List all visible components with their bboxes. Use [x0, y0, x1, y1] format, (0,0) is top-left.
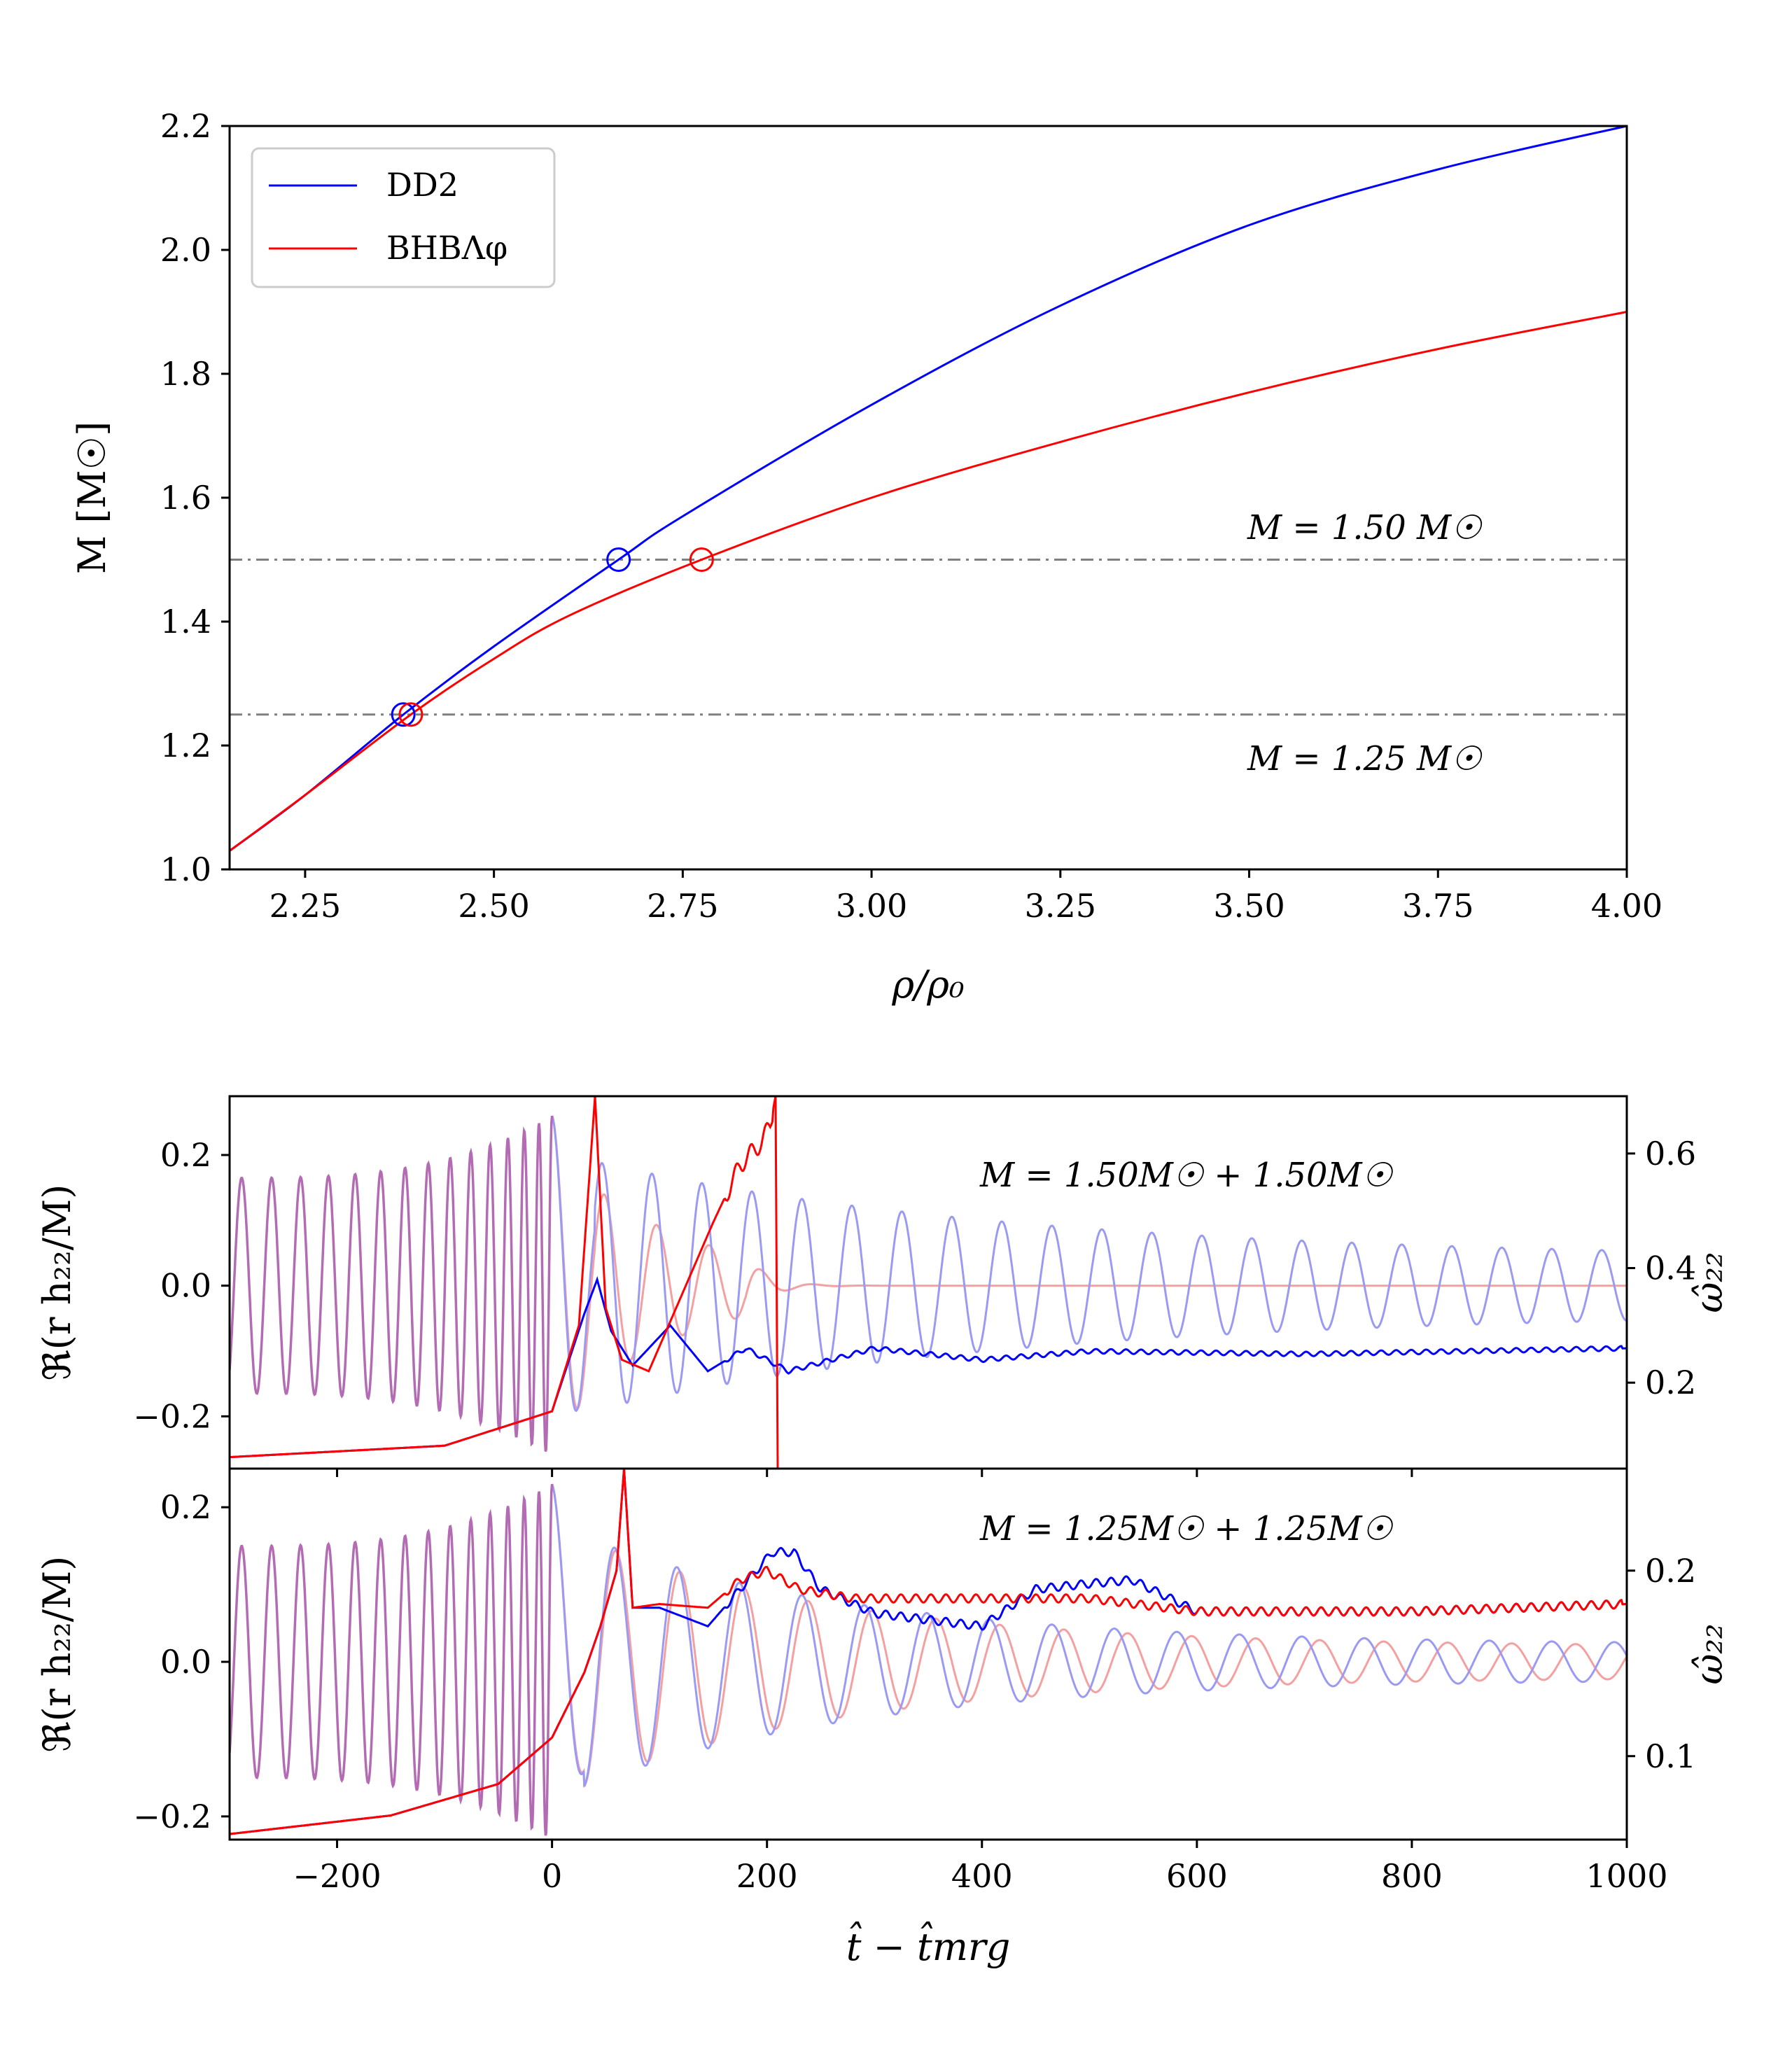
top-y-ticks: 1.0 1.2 1.4 1.6 1.8 2.0 2.2: [160, 107, 230, 888]
y-tick-label: 0.2: [160, 1488, 211, 1526]
right-y-tick-label: 0.4: [1645, 1250, 1696, 1287]
mid-right-y-axis-label: ω̂₂₂: [1687, 1252, 1731, 1312]
y-tick-label: 2.0: [160, 231, 211, 269]
mid-x-ticks: [336, 1469, 1628, 1477]
top-x-axis-label: ρ/ρ₀: [891, 962, 964, 1007]
hline-label-125: M = 1.25 M☉: [1247, 739, 1483, 778]
legend: DD2 BHBΛφ: [251, 147, 556, 288]
x-tick-label: 3.00: [836, 887, 907, 925]
y-tick-label: −0.2: [133, 1397, 211, 1435]
x-tick-label: 200: [736, 1857, 798, 1895]
bhb-frequency-line: [230, 1096, 779, 1469]
right-y-tick-label: 0.2: [1645, 1364, 1696, 1401]
reference-lines: [230, 559, 1627, 716]
hline-label-150: M = 1.50 M☉: [1247, 508, 1483, 547]
marker-2: [606, 547, 631, 572]
dd2-strain-postmerger: [551, 1115, 1627, 1413]
marker-3: [689, 547, 714, 572]
mid-right-y-ticks: 0.2 0.4 0.6: [1627, 1135, 1696, 1401]
y-tick-label: 1.0: [160, 850, 211, 888]
right-y-tick-label: 0.1: [1645, 1737, 1696, 1775]
bot-y-ticks: −0.2 0.0 0.2: [133, 1488, 230, 1835]
bot-right-y-axis-label: ω̂₂₂: [1687, 1623, 1731, 1684]
x-tick-label: 800: [1381, 1857, 1443, 1895]
x-tick-label: 3.25: [1025, 887, 1096, 925]
y-tick-label: 1.6: [160, 479, 211, 517]
y-tick-label: 0.0: [160, 1643, 211, 1681]
inspiral-strain: [230, 1483, 554, 1836]
right-y-tick-label: 0.6: [1645, 1135, 1696, 1172]
bot-annotation: M = 1.25M☉ + 1.25M☉: [979, 1509, 1394, 1548]
dd2-strain-postmerger: [551, 1483, 1627, 1787]
y-tick-label: 1.8: [160, 355, 211, 393]
y-tick-label: 0.2: [160, 1136, 211, 1174]
mid-annotation: M = 1.50M☉ + 1.50M☉: [979, 1156, 1394, 1195]
x-tick-label: 2.50: [458, 887, 529, 925]
x-tick-label: 3.50: [1213, 887, 1284, 925]
waveform-125-series: [230, 1469, 1627, 1836]
waveform-150-series: [230, 1096, 1627, 1469]
mid-y-axis-label: ℜ(r h₂₂/M): [35, 1184, 79, 1381]
waveform-150-panel: −0.2 0.0 0.2 0.2 0.4 0.6 M = 1.50M☉ + 1.50M☉…: [35, 1095, 1731, 1477]
legend-label-dd2: DD2: [386, 166, 458, 204]
y-tick-label: 1.4: [160, 603, 211, 640]
series-line-dd2: [229, 125, 1628, 852]
bot-x-axis-label: t̂ − t̂mrg: [846, 1921, 1011, 1969]
y-tick-label: 0.0: [160, 1267, 211, 1305]
bhb-frequency-line: [230, 1469, 1627, 1835]
top-x-ticks: 2.25 2.50 2.75 3.00 3.25 3.50 3.75 4.00: [270, 869, 1662, 925]
legend-box: [251, 147, 556, 288]
bot-right-y-ticks: 0.1 0.2: [1627, 1552, 1696, 1775]
inspiral-strain: [230, 1115, 554, 1452]
marker-1: [398, 702, 424, 727]
x-tick-label: 2.75: [647, 887, 718, 925]
waveform-125-panel: −0.20.00.2 0.10.2 −200 0 200 400 600 800 1000 …: [35, 1467, 1731, 1969]
y-tick-label: 1.2: [160, 727, 211, 764]
mass-density-panel: 2.25 2.50 2.75 3.00 3.25 3.50 3.75 4.00 1.01.21…: [70, 107, 1662, 1007]
mid-y-ticks: −0.2 0.0 0.2: [133, 1136, 230, 1435]
marker-0: [391, 702, 416, 727]
x-tick-label: 1000: [1586, 1857, 1667, 1895]
top-y-axis-label: M [M☉]: [70, 421, 114, 574]
bot-x-ticks: −200 0 200 400 600 800 1000: [293, 1840, 1668, 1895]
bot-axes-frame: [228, 1467, 1628, 1841]
x-tick-label: 2.25: [270, 887, 341, 925]
y-tick-label: −0.2: [133, 1798, 211, 1835]
legend-label-bhb: BHBΛφ: [386, 229, 507, 267]
mid-axes-frame: [228, 1095, 1628, 1470]
x-tick-label: 3.75: [1402, 887, 1474, 925]
dd2-frequency-line: [230, 1275, 1627, 1459]
x-tick-label: −200: [293, 1857, 381, 1895]
bhb-strain-postmerger: [551, 1483, 1627, 1788]
x-tick-label: 600: [1166, 1857, 1228, 1895]
x-tick-label: 4.00: [1591, 887, 1662, 925]
mass-curves: [229, 125, 1628, 852]
x-tick-label: 0: [542, 1857, 562, 1895]
bot-y-axis-label: ℜ(r h₂₂/M): [35, 1556, 79, 1753]
x-tick-label: 400: [951, 1857, 1013, 1895]
right-y-tick-label: 0.2: [1645, 1552, 1696, 1590]
y-tick-label: 2.2: [160, 107, 211, 145]
mass-markers: [391, 547, 714, 727]
series-line-bhb: [229, 311, 1628, 852]
